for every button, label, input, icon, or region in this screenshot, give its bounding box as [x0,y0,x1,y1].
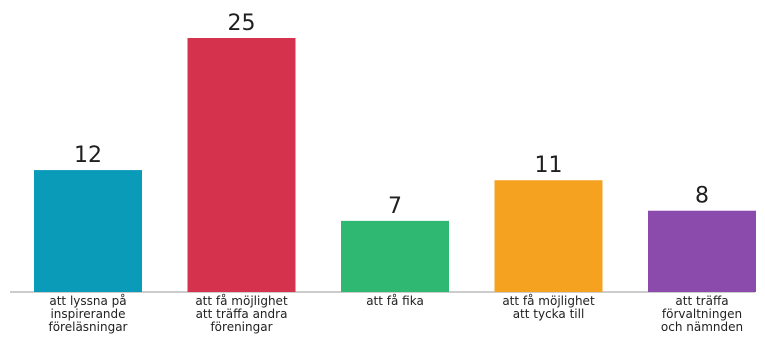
bar-value-label-2: 25 [228,11,256,36]
category-label-line: föreningar [210,320,272,334]
bar-value-label-3: 7 [388,194,402,219]
category-label-line: föreläsningar [48,320,127,334]
bar-2 [187,38,296,292]
category-label-5: att träffa förvaltningen och nämnden [661,294,743,334]
category-labels-group: att lyssna på inspirerande föreläsningarat… [48,294,743,334]
category-label-1: att lyssna på inspirerande föreläsningar [48,294,127,334]
category-label-line: att få möjlighet [502,294,595,308]
category-label-line: att träffa [675,294,728,308]
bar-5 [648,210,756,292]
category-label-line: att få fika [366,294,424,308]
category-label-line: och nämnden [661,320,743,334]
bars-group [34,38,756,292]
bar-4 [494,180,603,292]
bar-3 [341,220,449,292]
category-label-line: förvaltningen [662,307,742,321]
value-labels-group: 12 25 7 11 8 [74,11,709,219]
bar-1 [34,170,142,292]
bar-value-label-4: 11 [535,153,563,178]
category-label-line: att tycka till [513,307,585,321]
category-label-line: inspirerande [50,307,125,321]
bar-value-label-1: 12 [74,143,102,168]
category-label-2: att få möjlighet att träffa andra förening… [195,294,288,334]
category-label-3: att få fika [366,294,424,308]
category-label-4: att få möjlighet att tycka till [502,294,595,321]
category-label-line: att lyssna på [49,294,126,308]
category-label-line: att få möjlighet [195,294,288,308]
bar-value-label-5: 8 [695,184,709,209]
category-label-line: att träffa andra [196,307,288,321]
